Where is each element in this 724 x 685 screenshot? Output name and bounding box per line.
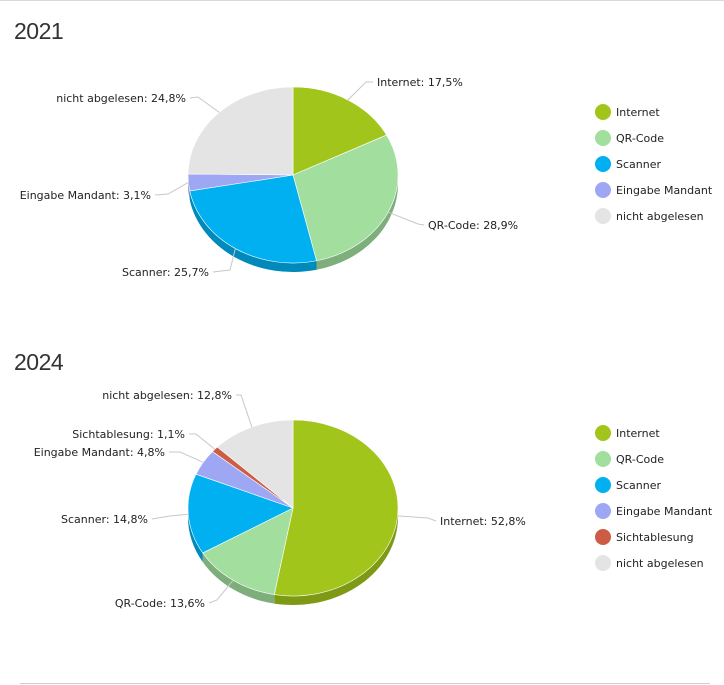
data-label-nicht-abgelesen: nicht abgelesen: 24,8% bbox=[56, 92, 186, 105]
legend-marker-eingabe-mandant[interactable] bbox=[595, 182, 611, 198]
legend-label-eingabe-mandant[interactable]: Eingabe Mandant bbox=[616, 184, 713, 197]
data-label-sichtablesung: Sichtablesung: 1,1% bbox=[72, 428, 185, 441]
legend-marker-internet[interactable] bbox=[595, 425, 611, 441]
legend-marker-eingabe-mandant[interactable] bbox=[595, 503, 611, 519]
pie-slice-nicht-abgelesen[interactable] bbox=[216, 419, 294, 509]
legend-marker-internet[interactable] bbox=[595, 104, 611, 120]
bottom-divider bbox=[20, 683, 710, 684]
leader-line-nicht-abgelesen bbox=[236, 394, 253, 428]
data-label-scanner: Scanner: 14,8% bbox=[61, 513, 148, 526]
legend-label-eingabe-mandant[interactable]: Eingabe Mandant bbox=[616, 505, 713, 518]
chart-title-2024: 2024 bbox=[14, 349, 64, 375]
pie-side-scanner bbox=[189, 190, 317, 272]
pie-side-qr-code bbox=[202, 552, 275, 604]
top-divider bbox=[0, 0, 724, 1]
pie-slice-scanner[interactable] bbox=[189, 174, 317, 264]
data-label-scanner: Scanner: 25,7% bbox=[122, 266, 209, 279]
leader-line-eingabe-mandant bbox=[169, 451, 204, 463]
legend-label-scanner[interactable]: Scanner bbox=[616, 158, 661, 171]
chart-title-2021: 2021 bbox=[14, 18, 64, 44]
legend-marker-nicht-abgelesen[interactable] bbox=[595, 555, 611, 571]
legend-label-sichtablesung[interactable]: Sichtablesung bbox=[616, 531, 694, 544]
legend-label-qr-code[interactable]: QR-Code bbox=[616, 132, 664, 145]
leader-line-internet bbox=[397, 515, 437, 522]
pie-slice-qr-code[interactable] bbox=[292, 134, 399, 262]
legend-label-internet[interactable]: Internet bbox=[616, 427, 660, 440]
legend-marker-scanner[interactable] bbox=[595, 156, 611, 172]
leader-line-nicht-abgelesen bbox=[189, 96, 220, 113]
leader-line-eingabe-mandant bbox=[154, 182, 189, 196]
leader-line-scanner bbox=[212, 248, 236, 273]
leader-line-sichtablesung bbox=[189, 433, 216, 450]
leader-line-qr-code bbox=[208, 579, 234, 604]
legend-label-scanner[interactable]: Scanner bbox=[616, 479, 661, 492]
data-label-qr-code: QR-Code: 28,9% bbox=[428, 219, 518, 232]
legend-marker-sichtablesung[interactable] bbox=[595, 529, 611, 545]
data-label-qr-code: QR-Code: 13,6% bbox=[115, 597, 205, 610]
leader-line-internet bbox=[347, 81, 373, 101]
legend-label-qr-code[interactable]: QR-Code bbox=[616, 453, 664, 466]
legend-marker-nicht-abgelesen[interactable] bbox=[595, 208, 611, 224]
legend-marker-qr-code[interactable] bbox=[595, 451, 611, 467]
legend-label-internet[interactable]: Internet bbox=[616, 106, 660, 119]
pie-chart-2021: Internet: 17,5% QR-Code: 28,9% Scanner: 25… bbox=[20, 76, 713, 279]
data-label-eingabe-mandant: Eingabe Mandant: 3,1% bbox=[20, 189, 151, 202]
legend-marker-qr-code[interactable] bbox=[595, 130, 611, 146]
data-label-eingabe-mandant: Eingabe Mandant: 4,8% bbox=[34, 446, 165, 459]
legend-label-nicht-abgelesen[interactable]: nicht abgelesen bbox=[616, 557, 704, 570]
data-label-internet: Internet: 52,8% bbox=[440, 515, 526, 528]
pie-slice-scanner[interactable] bbox=[187, 473, 294, 554]
pie-slice-qr-code[interactable] bbox=[202, 507, 294, 595]
legend-marker-scanner[interactable] bbox=[595, 477, 611, 493]
pie-slice-internet[interactable] bbox=[273, 419, 399, 597]
data-label-internet: Internet: 17,5% bbox=[377, 76, 463, 89]
pie-slice-nicht-abgelesen[interactable] bbox=[187, 86, 294, 176]
legend-label-nicht-abgelesen[interactable]: nicht abgelesen bbox=[616, 210, 704, 223]
pie-chart-2024: Internet: 52,8% QR-Code: 13,6% Scanner: 14… bbox=[34, 389, 713, 610]
leader-line-qr-code bbox=[387, 211, 425, 226]
data-label-nicht-abgelesen: nicht abgelesen: 12,8% bbox=[102, 389, 232, 402]
leader-line-scanner bbox=[151, 513, 189, 520]
pie-side-scanner bbox=[188, 508, 203, 562]
